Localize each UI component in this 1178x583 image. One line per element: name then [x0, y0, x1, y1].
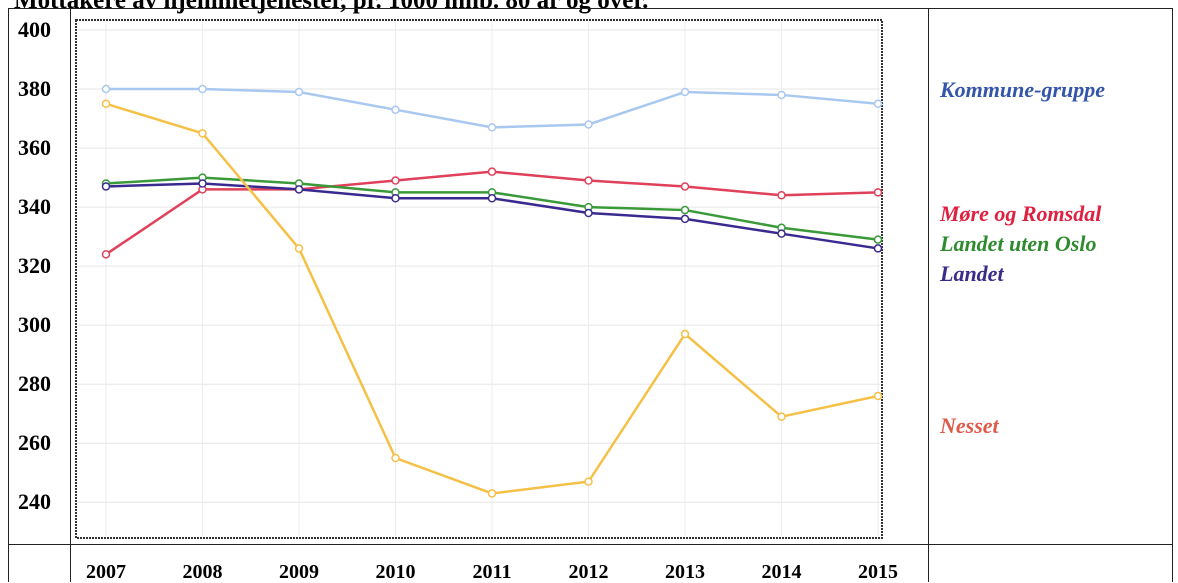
data-point: [487, 489, 497, 498]
data-point: [584, 208, 593, 218]
x-tick-label: 2011: [472, 561, 512, 583]
frame-bottom-line: [8, 544, 1172, 545]
data-point: [777, 90, 786, 100]
data-point: [391, 453, 400, 463]
frame-middle-line: [70, 8, 71, 582]
y-tick-label: 300: [18, 312, 51, 338]
gridlines: [78, 22, 880, 536]
data-point: [391, 194, 400, 203]
data-point: [101, 99, 111, 109]
x-tick-label: 2015: [858, 561, 898, 583]
data-point: [487, 194, 497, 203]
data-point: [198, 84, 207, 94]
y-tick-label: 240: [18, 489, 51, 515]
data-point: [487, 167, 497, 176]
x-tick-label: 2007: [86, 561, 126, 583]
data-point: [873, 188, 883, 197]
legend-more-og-romsdal: Møre og Romsdal: [940, 201, 1102, 226]
y-tick-label: 380: [18, 76, 51, 102]
x-tick-label: 2014: [761, 561, 802, 583]
x-tick-label: 2010: [375, 561, 416, 583]
x-tick-label: 2008: [182, 561, 223, 583]
data-point: [294, 244, 304, 253]
data-point: [101, 182, 111, 191]
x-tick-label: 2013: [665, 561, 705, 583]
legend-nesset: Nesset: [940, 413, 999, 438]
data-point: [680, 182, 690, 191]
data-point: [777, 412, 786, 421]
data-point: [680, 214, 690, 224]
x-tick-label: 2012: [568, 561, 609, 583]
y-tick-label: 320: [18, 253, 51, 279]
legend-landet-uten-oslo: Landet uten Oslo: [940, 231, 1097, 256]
data-point: [873, 244, 883, 253]
data-point: [584, 120, 593, 129]
series-points: [101, 84, 883, 498]
data-point: [873, 99, 883, 109]
y-tick-label: 260: [18, 430, 51, 456]
data-point: [101, 250, 111, 259]
data-point: [294, 87, 304, 97]
data-point: [391, 176, 400, 185]
y-tick-label: 360: [18, 135, 51, 161]
data-point: [680, 329, 690, 339]
data-point: [777, 229, 786, 238]
y-tick-label: 280: [18, 371, 51, 397]
frame-top-line: [8, 8, 1172, 9]
legend-landet: Landet: [940, 261, 1004, 286]
data-point: [101, 84, 111, 94]
data-point: [198, 179, 207, 188]
data-point: [873, 235, 883, 244]
frame-right-line: [1172, 8, 1173, 582]
data-point: [680, 87, 690, 97]
x-tick-label: 2009: [279, 561, 319, 583]
legend-kommune-gruppe: Kommune-gruppe: [940, 77, 1106, 102]
data-point: [294, 185, 304, 194]
data-point: [391, 105, 400, 114]
data-point: [873, 391, 883, 401]
data-point: [584, 176, 593, 185]
data-point: [198, 129, 207, 138]
frame-left-line: [8, 8, 9, 582]
data-point: [680, 205, 690, 215]
chart-title: Mottakere av hjemmetjenester, pr. 1000 i…: [14, 0, 649, 14]
y-tick-label: 340: [18, 194, 51, 220]
plot-area-border: [75, 19, 883, 539]
data-point: [584, 477, 593, 486]
frame-legend-separator: [928, 8, 929, 582]
data-point: [777, 191, 786, 200]
y-tick-label: 400: [18, 17, 51, 42]
data-point: [487, 123, 497, 132]
